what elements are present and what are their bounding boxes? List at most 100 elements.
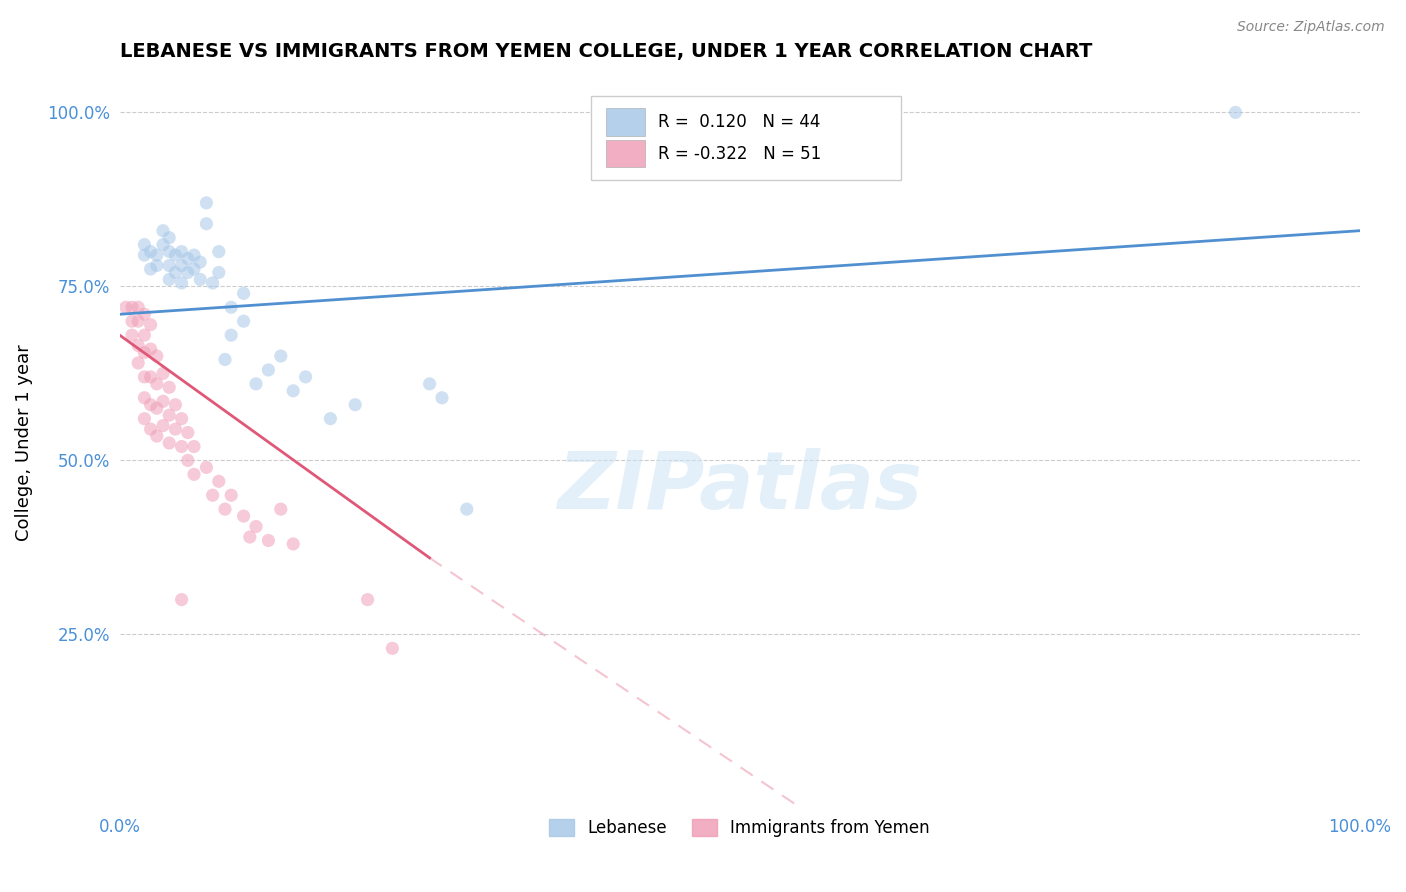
Point [183,262,205,277]
Point [165,398,187,412]
Point [134,307,156,321]
Point [165,248,187,262]
Legend: Lebanese, Immigrants from Yemen: Lebanese, Immigrants from Yemen [543,813,936,844]
Point [127,300,149,314]
Point [121,300,143,314]
Point [146,259,169,273]
Point [152,367,174,381]
Point [177,453,200,467]
Point [183,440,205,454]
Point [419,376,441,391]
Point [152,394,174,409]
Point [157,380,180,394]
Point [139,422,162,436]
Point [356,592,378,607]
Point [201,276,224,290]
Point [245,519,267,533]
Point [183,467,205,482]
Point [152,224,174,238]
Point [134,328,156,343]
Point [195,217,218,231]
Point [170,592,193,607]
Point [232,314,254,328]
Point [294,370,316,384]
Point [381,641,404,656]
Point [214,352,236,367]
Point [139,262,162,277]
Point [214,502,236,516]
Point [232,509,254,524]
Point [232,286,254,301]
Point [165,265,187,279]
Point [195,195,218,210]
Point [170,259,193,273]
Point [208,475,231,489]
Text: R =  0.120   N = 44: R = 0.120 N = 44 [658,113,820,131]
Bar [606,108,645,136]
Point [239,530,262,544]
Point [114,300,136,314]
Point [177,425,200,440]
Point [146,376,169,391]
Point [146,349,169,363]
Point [344,398,367,412]
Point [208,244,231,259]
Point [121,328,143,343]
Point [157,230,180,244]
Point [146,429,169,443]
Point [257,363,280,377]
Y-axis label: College, Under 1 year: College, Under 1 year [15,344,32,541]
Point [165,422,187,436]
Point [139,244,162,259]
Point [1225,105,1247,120]
Point [188,255,211,269]
Point [152,237,174,252]
Point [170,244,193,259]
Point [134,248,156,262]
Point [127,314,149,328]
Point [170,440,193,454]
Point [270,349,292,363]
Point [146,401,169,416]
Text: R = -0.322   N = 51: R = -0.322 N = 51 [658,145,821,162]
Text: ZIPatlas: ZIPatlas [557,448,922,526]
Point [456,502,478,516]
Text: LEBANESE VS IMMIGRANTS FROM YEMEN COLLEGE, UNDER 1 YEAR CORRELATION CHART: LEBANESE VS IMMIGRANTS FROM YEMEN COLLEG… [120,42,1092,61]
Point [170,411,193,425]
FancyBboxPatch shape [591,95,901,180]
Point [188,272,211,286]
Point [270,502,292,516]
Point [146,248,169,262]
Point [219,328,242,343]
Point [195,460,218,475]
Point [127,338,149,352]
Point [208,265,231,279]
Point [139,398,162,412]
Point [134,345,156,359]
Point [157,436,180,450]
Point [219,300,242,314]
Point [283,384,305,398]
Point [170,276,193,290]
Point [152,418,174,433]
Point [319,411,342,425]
Point [430,391,453,405]
Point [283,537,305,551]
Bar [606,140,645,168]
Point [245,376,267,391]
Point [139,318,162,332]
Point [134,237,156,252]
Point [201,488,224,502]
Text: Source: ZipAtlas.com: Source: ZipAtlas.com [1237,20,1385,34]
Point [121,314,143,328]
Point [134,391,156,405]
Point [219,488,242,502]
Point [157,259,180,273]
Point [257,533,280,548]
Point [139,370,162,384]
Point [177,265,200,279]
Point [177,252,200,266]
Point [134,411,156,425]
Point [127,356,149,370]
Point [157,244,180,259]
